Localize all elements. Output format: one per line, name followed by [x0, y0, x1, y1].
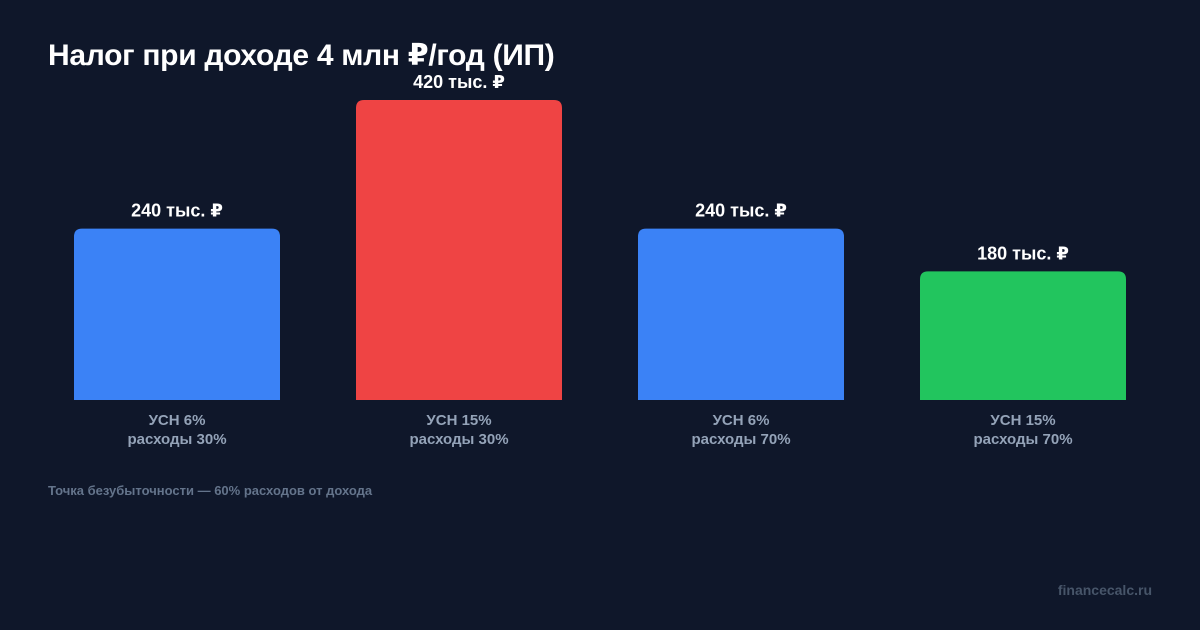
bar-1 [74, 228, 280, 400]
category-label-expenses: расходы 70% [691, 431, 790, 448]
chart-title: Налог при доходе 4 млн ₽/год (ИП) [48, 39, 555, 72]
bar-3 [638, 228, 844, 400]
bar-value-label: 180 тыс. ₽ [977, 243, 1069, 263]
bar-value-label: 240 тыс. ₽ [131, 201, 223, 221]
category-label-expenses: расходы 70% [973, 431, 1072, 448]
category-label-regime: УСН 6% [149, 412, 206, 429]
category-label-expenses: расходы 30% [127, 431, 226, 448]
bar-4 [920, 271, 1126, 400]
bar-chart: 240 тыс. ₽ УСН 6% расходы 30% 420 тыс. ₽ УСН… [74, 72, 1126, 448]
category-label-expenses: расходы 30% [409, 431, 508, 448]
bar-2 [356, 100, 562, 400]
bar-value-label: 420 тыс. ₽ [413, 72, 505, 92]
category-label-regime: УСН 6% [713, 412, 770, 429]
site-watermark: financecalc.ru [1057, 582, 1152, 598]
breakeven-note: Точка безубыточности — 60% расходов от д… [48, 483, 373, 498]
category-label-regime: УСН 15% [426, 412, 491, 429]
category-label-regime: УСН 15% [990, 412, 1055, 429]
bar-value-label: 240 тыс. ₽ [695, 201, 787, 221]
